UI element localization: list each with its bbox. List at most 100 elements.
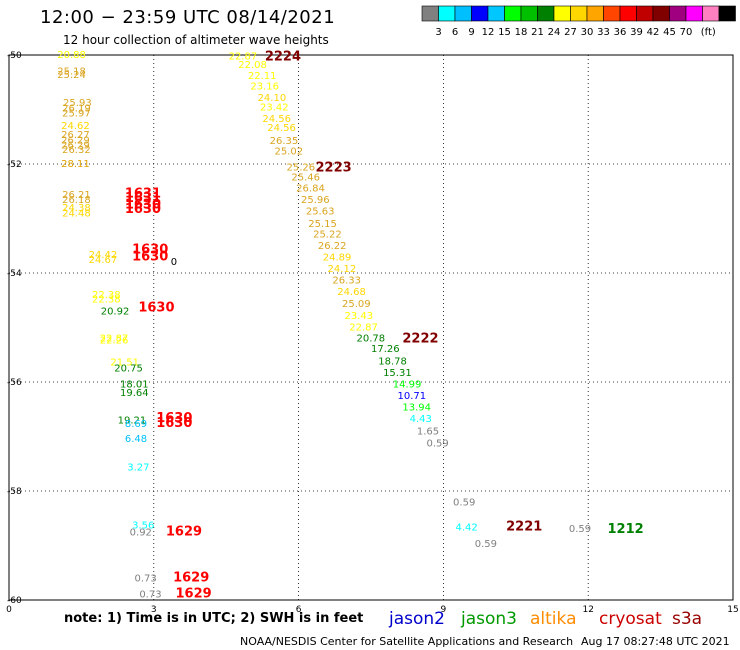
footer-note: note: 1) Time is in UTC; 2) SWH is in fe… (64, 611, 364, 626)
wave-height-point: 26.84 (296, 183, 325, 194)
wave-height-point: 25.22 (313, 229, 342, 240)
chart-subtitle: 12 hour collection of altimeter wave hei… (63, 33, 329, 47)
colorbar-label: 6 (452, 27, 458, 38)
colorbar-label: 18 (515, 27, 528, 38)
wave-height-point: 26.27 (61, 130, 90, 141)
wave-height-point: 25.93 (63, 98, 92, 109)
y-tick-label: -58 (7, 487, 22, 497)
colorbar-label: 45 (663, 27, 676, 38)
wave-height-point: 3.27 (127, 463, 149, 474)
colorbar-label: 33 (597, 27, 610, 38)
pass-number-label: 2222 (402, 331, 438, 346)
wave-height-point: 26.33 (332, 276, 361, 287)
wave-height-point: 22.11 (248, 71, 277, 82)
x-tick-label: 15 (727, 605, 738, 615)
wave-height-point: 24.67 (89, 255, 118, 266)
wave-height-point: 4.43 (410, 414, 432, 425)
colorbar-label: 9 (468, 27, 474, 38)
wave-height-point: 15.31 (383, 368, 412, 379)
satellite-legend-cryosat: cryosat (599, 609, 662, 629)
wave-height-point: 22.87 (100, 333, 129, 344)
colorbar-label: 42 (647, 27, 660, 38)
wave-height-point: 23.16 (250, 82, 279, 93)
colorbar-label: (ft) (701, 27, 716, 38)
wave-height-point: 25.02 (274, 146, 303, 157)
pass-number-label: 1630 (132, 243, 168, 258)
satellite-legend-jason2: jason2 (389, 609, 445, 629)
colorbar-label: 21 (531, 27, 544, 38)
pass-number-label: 1630 (132, 250, 168, 265)
wave-height-point: 10.71 (398, 391, 427, 402)
wave-height-point: 24.12 (328, 264, 357, 275)
wave-height-point: 26.35 (270, 136, 299, 147)
wave-height-point: 0.73 (139, 590, 161, 601)
colorbar-label: 30 (581, 27, 594, 38)
pass-number-label: 1631 (125, 186, 161, 201)
x-tick-label: 12 (582, 605, 593, 615)
pass-number-label: 1630 (156, 416, 192, 431)
pass-number-label: 1629 (166, 524, 202, 539)
wave-height-point: 17.26 (371, 344, 400, 355)
wave-height-point: 24.56 (262, 114, 291, 125)
wave-height-point: 22.87 (229, 52, 258, 63)
pass-number-label: 1629 (176, 587, 212, 602)
wave-height-point: 24.38 (62, 203, 91, 214)
wave-height-point: 20.75 (114, 363, 143, 374)
colorbar-label: 15 (498, 27, 511, 38)
wave-height-point: 26.32 (62, 145, 91, 156)
colorbar-swatch (718, 5, 736, 22)
wave-height-point: 25.24 (57, 70, 86, 81)
pass-number-label: 1630 (125, 197, 161, 212)
pass-number-label: 2224 (265, 50, 301, 65)
wave-height-point: 22.38 (92, 290, 121, 301)
y-tick-label: -52 (7, 160, 22, 170)
wave-height-point: 21.51 (110, 357, 139, 368)
x-tick-label: 3 (151, 605, 157, 615)
y-tick-label: -54 (7, 269, 22, 279)
wave-height-point: 1.65 (417, 427, 439, 438)
colorbar-label: 70 (680, 27, 693, 38)
wave-height-point: 20.88 (57, 50, 86, 61)
y-tick-label: -60 (7, 596, 22, 606)
wave-height-point: 19.21 (118, 416, 147, 427)
pass-number-label: 1631 (125, 191, 161, 206)
wave-height-point: 13.94 (402, 403, 431, 414)
wave-height-point: 25.46 (291, 173, 320, 184)
colorbar-label: 12 (482, 27, 495, 38)
wave-height-point: 8.69 (125, 419, 147, 430)
colorbar-label: 39 (630, 27, 643, 38)
colorbar-label: 36 (614, 27, 627, 38)
wave-height-point: 23.42 (260, 102, 289, 113)
x-tick-label: 0 (6, 605, 12, 615)
wave-height-point: 26.18 (62, 195, 91, 206)
chart-title: 12:00 − 23:59 UTC 08/14/2021 (40, 7, 336, 28)
wave-height-point: 24.10 (258, 93, 287, 104)
pass-number-label: 1630 (125, 202, 161, 217)
satellite-legend-jason3: jason3 (461, 609, 517, 629)
wave-height-point: 25.63 (306, 206, 335, 217)
wave-height-point: 22.08 (238, 60, 267, 71)
y-tick-label: -56 (7, 378, 22, 388)
wave-height-point: 22.38 (92, 295, 121, 306)
colorbar: 3 6 9 12 15 18 21 24 27 30 33 36 39 42 45 70 (ft) (421, 5, 736, 38)
wave-height-point: 0.59 (475, 539, 497, 550)
pass-number-label: 1629 (173, 571, 209, 586)
wave-height-point: 26.22 (318, 241, 347, 252)
wave-height-point: 24.56 (267, 123, 296, 134)
wave-height-point: 22.87 (349, 322, 378, 333)
pass-number-label: 2221 (506, 520, 542, 535)
wave-height-point: 26.19 (62, 103, 91, 114)
colorbar-label: 27 (564, 27, 577, 38)
wave-height-point: 0.59 (569, 524, 591, 535)
wave-height-point: 25.96 (301, 195, 330, 206)
wave-height-point: 26.21 (62, 190, 91, 201)
x-tick-label: 6 (296, 605, 302, 615)
colorbar-label: 24 (548, 27, 561, 38)
wave-height-point: 24.62 (61, 121, 90, 132)
wave-height-point: 26.29 (61, 136, 90, 147)
wave-height-point: 0.59 (453, 497, 475, 508)
pass-number-label: 2223 (315, 160, 351, 175)
pass-number-label: 1630 (138, 300, 174, 315)
